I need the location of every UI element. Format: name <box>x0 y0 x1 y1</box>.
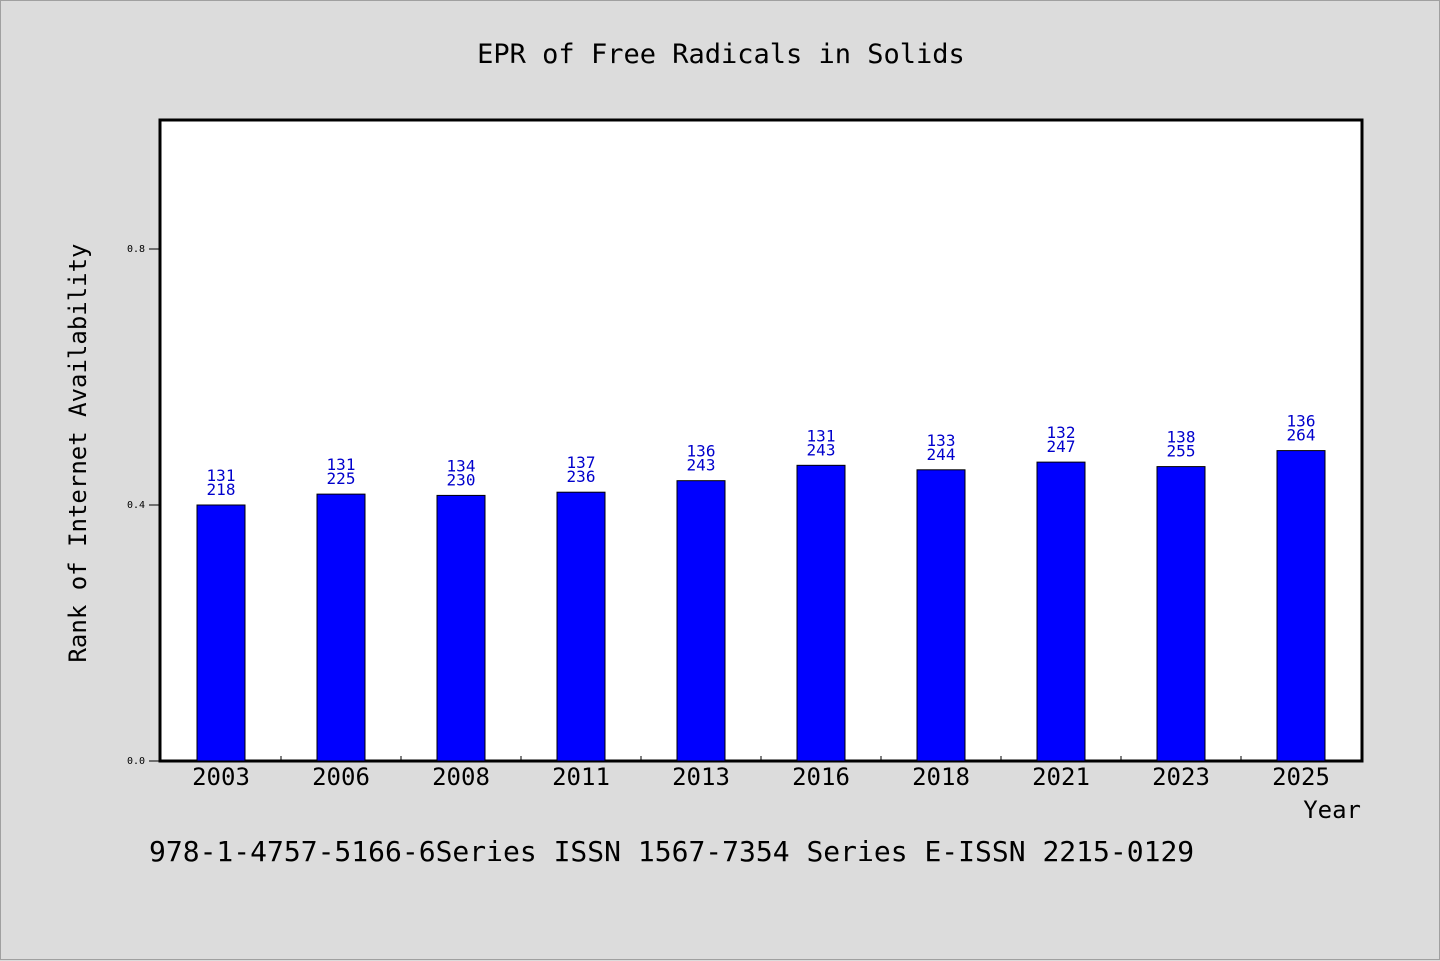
bar-2011 <box>556 491 606 762</box>
bar-label-bottom: 244 <box>927 445 956 464</box>
bar-label-top: 131 <box>327 455 356 474</box>
y-axis-label: Rank of Internet Availability <box>64 243 92 662</box>
bar-2006 <box>316 493 366 762</box>
x-tick-label: 2021 <box>1032 763 1090 791</box>
bar-2013 <box>676 480 726 762</box>
bar-label-bottom: 218 <box>207 480 236 499</box>
bar-2018 <box>916 469 966 762</box>
footer-isbn-text: 978-1-4757-5166-6Series ISSN 1567-7354 S… <box>149 835 1195 868</box>
x-tick-label: 2025 <box>1272 763 1330 791</box>
x-tick-label: 2011 <box>552 763 610 791</box>
x-tick-label: 2018 <box>912 763 970 791</box>
chart-title: EPR of Free Radicals in Solids <box>477 39 965 70</box>
bar-label-bottom: 230 <box>447 470 476 489</box>
bar-label-bottom: 243 <box>807 440 836 459</box>
bar-label-top: 133 <box>927 431 956 450</box>
x-tick-label: 2003 <box>192 763 250 791</box>
bar-label-bottom: 236 <box>567 467 596 486</box>
bar-label-bottom: 255 <box>1167 442 1196 461</box>
x-tick-label: 2016 <box>792 763 850 791</box>
x-axis: 2003 2006 2008 2011 2013 2016 2018 2021 2023 2025 <box>192 756 1330 791</box>
bar-2003 <box>196 504 246 762</box>
y-tick-label: 0.8 <box>127 244 145 255</box>
bar-label-bottom: 225 <box>327 469 356 488</box>
bar-label-bottom: 264 <box>1287 426 1316 445</box>
bar-label-top: 131 <box>807 426 836 445</box>
x-tick-label: 2013 <box>672 763 730 791</box>
y-axis: 0.0 0.4 0.8 <box>127 244 161 767</box>
bar-label-top: 138 <box>1167 428 1196 447</box>
y-tick-label: 0.0 <box>127 756 145 767</box>
bar-2016 <box>796 464 846 762</box>
x-tick-label: 2023 <box>1152 763 1210 791</box>
bar-label-bottom: 247 <box>1047 437 1076 456</box>
bar-label-top: 134 <box>447 456 476 475</box>
bar-2025 <box>1276 450 1326 762</box>
bar-label-top: 136 <box>687 442 716 461</box>
bar-label-top: 132 <box>1047 423 1076 442</box>
bar-2023 <box>1156 466 1206 762</box>
bar-2021 <box>1036 461 1086 762</box>
bar-label-bottom: 243 <box>687 456 716 475</box>
bar-label-top: 131 <box>207 466 236 485</box>
bars-layer: 1312181312251342301372361362431312431332… <box>196 412 1326 762</box>
x-axis-label: Year <box>1303 796 1361 824</box>
x-tick-label: 2006 <box>312 763 370 791</box>
x-tick-label: 2008 <box>432 763 490 791</box>
bar-label-top: 136 <box>1287 412 1316 431</box>
y-tick-label: 0.4 <box>127 500 145 511</box>
bar-label-top: 137 <box>567 453 596 472</box>
bar-2008 <box>436 494 486 762</box>
